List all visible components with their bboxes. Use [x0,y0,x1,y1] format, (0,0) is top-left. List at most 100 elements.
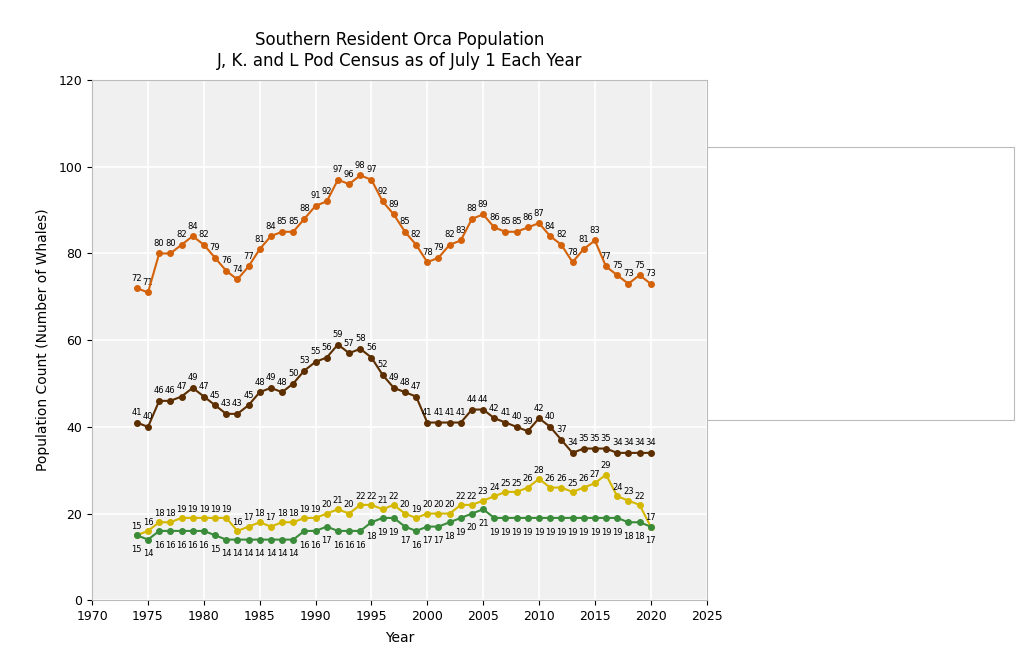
Text: 85: 85 [511,217,522,226]
K Population (CWR) [398,523,411,531]
JKL Population (CWR) [466,215,478,223]
Text: 23: 23 [478,488,488,496]
Text: 19: 19 [199,505,209,514]
J Population (CWR) [500,488,512,496]
Text: 88: 88 [299,204,310,213]
Title: Southern Resident Orca Population
J, K. and L Pod Census as of July 1 Each Year: Southern Resident Orca Population J, K. … [217,31,582,70]
Text: 15: 15 [132,545,142,554]
J Population (CWR) [410,514,422,522]
Text: 16: 16 [355,541,366,550]
JKL Population (CWR) [231,275,244,283]
J Population (CWR) [432,510,444,518]
Text: 74: 74 [232,265,243,274]
L Population (CWR) [578,445,590,453]
Text: 97: 97 [333,165,343,174]
L Population (CWR) [521,428,534,436]
Text: L Population (CWR): L Population (CWR) [794,380,913,394]
Text: 20: 20 [444,500,455,510]
K Population (CWR) [589,514,601,522]
Text: 40: 40 [142,412,154,422]
J Population (CWR) [544,484,556,492]
L Population (CWR) [500,419,512,427]
Text: 25: 25 [511,479,522,488]
JKL Population (CWR) [354,171,367,179]
J Population (CWR) [287,518,299,526]
Text: 14: 14 [276,550,288,558]
L Population (CWR) [566,449,579,457]
Text: 46: 46 [165,386,176,396]
Text: 92: 92 [322,187,332,196]
Text: 21: 21 [478,519,488,528]
Line: J Population (CWR): J Population (CWR) [134,472,653,538]
L Population (CWR) [275,388,288,396]
Text: 98: 98 [355,161,366,170]
Text: 58: 58 [355,334,366,344]
L Population (CWR) [198,392,210,400]
Text: 84: 84 [265,221,276,231]
Text: 56: 56 [322,343,332,352]
K Population (CWR) [265,536,278,544]
Text: 19: 19 [299,505,309,514]
Text: 34: 34 [634,438,645,448]
J Population (CWR) [521,484,534,492]
Text: 16: 16 [187,541,198,550]
Text: 52: 52 [378,360,388,370]
Text: 16: 16 [232,518,243,527]
JKL Population (CWR) [142,289,155,297]
J Population (CWR) [209,514,221,522]
Text: JKL Population (CWR): JKL Population (CWR) [794,180,926,193]
K Population (CWR) [275,536,288,544]
Text: 19: 19 [556,528,566,537]
Text: 43: 43 [232,400,243,408]
Text: 20: 20 [344,500,354,510]
Text: 48: 48 [399,378,411,387]
K Population (CWR) [287,536,299,544]
K Population (CWR) [309,527,322,535]
Text: 41: 41 [422,408,432,417]
L Population (CWR) [309,358,322,366]
Text: 18: 18 [276,509,288,518]
Text: 18: 18 [254,509,265,518]
K Population (CWR) [254,536,266,544]
Text: 16: 16 [299,541,309,550]
Text: 17: 17 [322,536,332,546]
Text: 17: 17 [265,514,276,522]
Text: 19: 19 [187,505,198,514]
L Population (CWR) [388,384,400,392]
JKL Population (CWR) [287,228,299,236]
Text: 41: 41 [501,408,511,417]
JKL Population (CWR) [511,228,523,236]
K Population (CWR) [175,527,187,535]
Text: 22: 22 [367,492,377,501]
Text: 41: 41 [132,408,142,417]
L Population (CWR) [611,449,624,457]
K Population (CWR) [198,527,210,535]
Text: 19: 19 [612,528,623,537]
Text: 14: 14 [288,550,298,558]
J Population (CWR) [153,518,165,526]
JKL Population (CWR) [644,280,656,288]
J Population (CWR) [332,506,344,514]
Text: 20: 20 [467,524,477,532]
L Population (CWR) [298,367,310,375]
K Population (CWR) [555,514,567,522]
Text: 49: 49 [388,374,399,382]
Text: 22: 22 [634,492,645,501]
K Population (CWR) [298,527,310,535]
Text: 21: 21 [378,496,388,505]
Text: 75: 75 [612,261,623,269]
Text: 45: 45 [210,391,220,400]
Text: 91: 91 [310,191,321,200]
K Population (CWR) [566,514,579,522]
JKL Population (CWR) [566,258,579,266]
Text: 85: 85 [288,217,299,226]
J Population (CWR) [532,475,545,483]
Text: 47: 47 [411,382,422,391]
K Population (CWR) [432,523,444,531]
J Population (CWR) [366,501,378,509]
J Population (CWR) [198,514,210,522]
Text: 17: 17 [399,536,411,546]
Text: 37: 37 [556,426,566,434]
Text: 25: 25 [567,479,578,488]
Text: 71: 71 [142,278,154,287]
